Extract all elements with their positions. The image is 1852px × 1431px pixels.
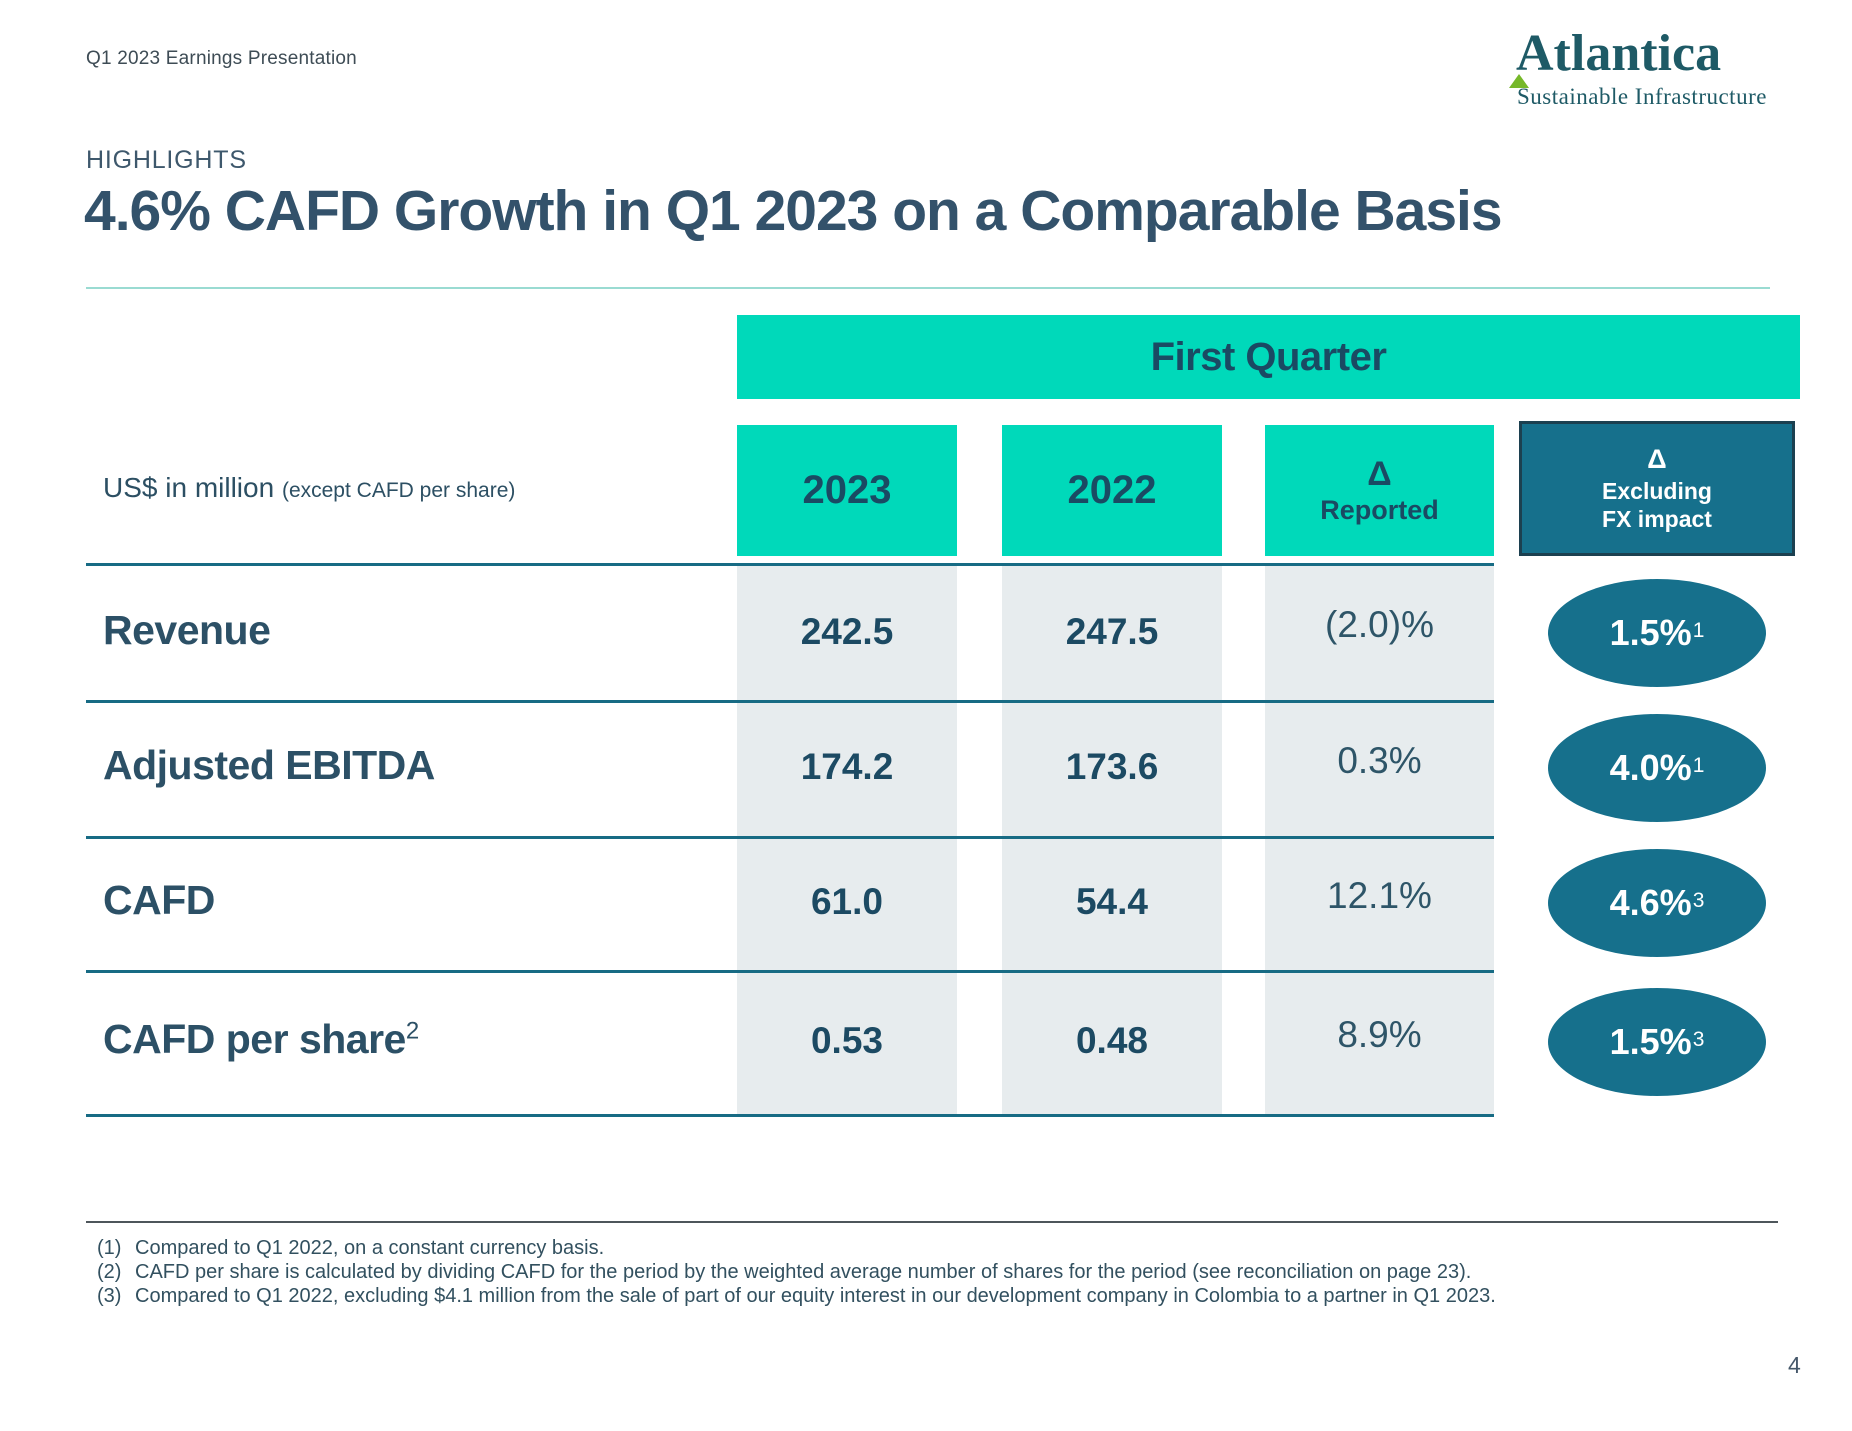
delta-label: Reported [1320,494,1439,525]
column-header-2022: 2022 [1002,425,1222,556]
fx-label-line2: FX impact [1602,506,1712,533]
footnote-divider [86,1221,1778,1223]
row-label-revenue: Revenue [103,607,271,653]
logo-triangle-icon [1509,74,1529,88]
row-label-cafd: CAFD [103,877,215,923]
footnote-1: (1) Compared to Q1 2022, on a constant c… [97,1237,605,1259]
logo-tagline: Sustainable Infrastructure [1517,84,1767,109]
row-separator [86,970,1494,973]
deck-title: Q1 2023 Earnings Presentation [86,48,357,69]
cell-cafd-2022: 54.4 [1075,881,1148,922]
row-label-cafd-per-share: CAFD per share2 [103,1016,419,1062]
badge-cafd-per-share-fx: 1.5% 3 [1548,988,1766,1096]
row-label-adjusted-ebitda: Adjusted EBITDA [103,742,435,788]
logo-brand: Atlantica [1516,25,1722,82]
delta-symbol: Δ [1367,455,1392,494]
fx-delta-symbol: Δ [1647,443,1667,474]
unit-label-main: US$ in million [103,472,275,503]
cell-cafd-per-share-2023: 0.53 [810,1020,883,1061]
cell-cafd-delta: 12.1% [1327,875,1432,916]
cell-revenue-delta: (2.0)% [1325,604,1434,645]
footnote-2: (2) CAFD per share is calculated by divi… [97,1261,1472,1283]
unit-label: US$ in million (except CAFD per share) [103,472,515,504]
cell-revenue-2022: 247.5 [1065,611,1159,652]
badge-cafd-fx: 4.6% 3 [1548,849,1766,957]
badge-ebitda-fx: 4.0% 1 [1548,714,1766,822]
header-underline [86,563,1494,566]
column-shading-2022 [1002,566,1222,1117]
cell-cafd-per-share-2022: 0.48 [1075,1020,1148,1061]
fx-label-line1: Excluding [1602,477,1712,504]
table-group-header: First Quarter [737,315,1800,399]
unit-label-note: (except CAFD per share) [281,479,516,502]
column-shading-delta [1265,566,1494,1117]
column-header-delta-reported: Δ Reported [1265,425,1494,556]
footnote-3: (3) Compared to Q1 2022, excluding $4.1 … [97,1285,1496,1307]
column-header-delta-excluding-fx: Δ Excluding FX impact [1519,421,1795,556]
cell-ebitda-2023: 174.2 [800,746,894,787]
cell-revenue-2023: 242.5 [800,611,894,652]
column-header-2023: 2023 [737,425,957,556]
title-divider [86,287,1770,289]
badge-revenue-fx: 1.5% 1 [1548,579,1766,687]
page-number: 4 [1788,1352,1801,1378]
row-separator [86,836,1494,839]
section-eyebrow: HIGHLIGHTS [86,146,247,174]
cell-ebitda-delta: 0.3% [1337,740,1422,781]
page-title: 4.6% CAFD Growth in Q1 2023 on a Compara… [84,179,1503,243]
cell-ebitda-2022: 173.6 [1065,746,1159,787]
cell-cafd-2023: 61.0 [810,881,883,922]
column-shading-2023 [737,566,957,1117]
table-bottom-line [86,1114,1494,1117]
row-separator [86,700,1494,703]
cell-cafd-per-share-delta: 8.9% [1337,1014,1422,1055]
